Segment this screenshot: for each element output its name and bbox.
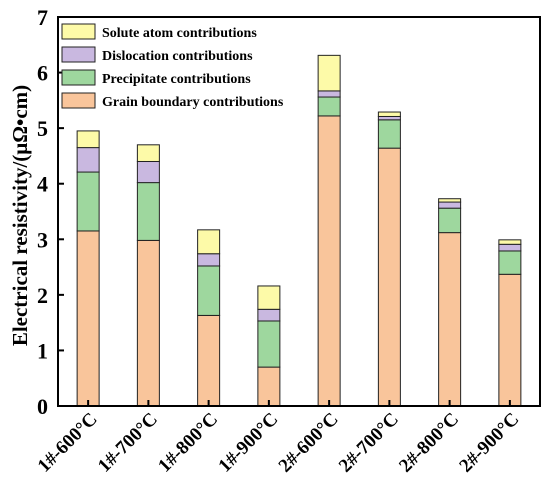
x-tick-label: 2#-900°C [455, 409, 523, 477]
bar-segment-2-3 [136, 160, 160, 184]
x-tick-label: 1#-700°C [94, 409, 162, 477]
legend-label: Dislocation contributions [102, 49, 253, 64]
bar-segment-5-3 [317, 90, 341, 98]
plot-frame [57, 16, 541, 407]
bar-segment-6-4 [377, 111, 401, 117]
bar-segment-6-3 [377, 115, 401, 121]
bar-segment-1-4 [76, 130, 100, 149]
bar-segment-4-3 [257, 308, 281, 322]
bar-segment-6-2 [377, 119, 401, 149]
y-tick-label: 5 [37, 116, 48, 141]
bar-segment-2-2 [136, 182, 160, 241]
x-tick-label: 2#-800°C [395, 409, 463, 477]
bar-segment-8-4 [498, 239, 522, 245]
x-axis: 1#-600°C1#-700°C1#-800°C1#-900°C2#-600°C… [34, 400, 523, 477]
legend-label: Grain boundary contributions [102, 95, 284, 110]
x-tick-label: 2#-600°C [275, 409, 343, 477]
bar-segment-8-2 [498, 250, 522, 275]
y-axis-label: Electrical resistivity/(μΩ•cm) [8, 85, 32, 346]
y-axis: 0 1 2 3 4 5 6 7 [37, 5, 64, 419]
y-tick-label: 4 [37, 172, 48, 197]
legend-swatch [61, 23, 96, 40]
legend: Solute atom contributions Dislocation con… [61, 23, 284, 110]
bar-segment-4-4 [257, 285, 281, 310]
legend-swatch [61, 92, 96, 109]
legend-label: Solute atom contributions [102, 26, 257, 41]
y-tick-label: 0 [37, 394, 48, 419]
bar-segment-7-4 [438, 198, 462, 203]
bar-segment-3-4 [197, 229, 221, 255]
legend-swatch [61, 46, 96, 63]
bar-segment-3-2 [197, 265, 221, 316]
bar-segment-2-1 [136, 239, 160, 407]
legend-swatch [61, 69, 96, 86]
bar-segment-8-1 [498, 273, 522, 407]
bar-segment-3-1 [197, 314, 221, 407]
bar-segment-2-4 [136, 144, 160, 162]
y-tick-label: 3 [37, 227, 48, 252]
x-tick-label: 1#-900°C [214, 409, 282, 477]
y-tick-label: 7 [37, 5, 48, 30]
bar-segment-6-1 [377, 147, 401, 407]
bar-segment-1-3 [76, 147, 100, 173]
bar-segment-7-2 [438, 207, 462, 234]
bar-segment-8-3 [498, 243, 522, 252]
bars-layer [76, 54, 522, 407]
y-tick-label: 1 [37, 338, 48, 363]
bar-segment-5-4 [317, 54, 341, 92]
legend-label: Precipitate contributions [102, 72, 251, 87]
bar-segment-5-1 [317, 115, 341, 407]
bar-segment-4-2 [257, 320, 281, 368]
bar-segment-7-1 [438, 232, 462, 407]
bar-segment-7-3 [438, 201, 462, 209]
y-tick-label: 6 [37, 61, 48, 86]
bar-segment-5-2 [317, 96, 341, 117]
x-tick-label: 2#-700°C [335, 409, 403, 477]
y-tick-label: 2 [37, 283, 48, 308]
bar-segment-1-2 [76, 171, 100, 232]
bar-segment-1-1 [76, 230, 100, 407]
bar-segment-3-3 [197, 253, 221, 267]
x-tick-label: 1#-800°C [154, 409, 222, 477]
